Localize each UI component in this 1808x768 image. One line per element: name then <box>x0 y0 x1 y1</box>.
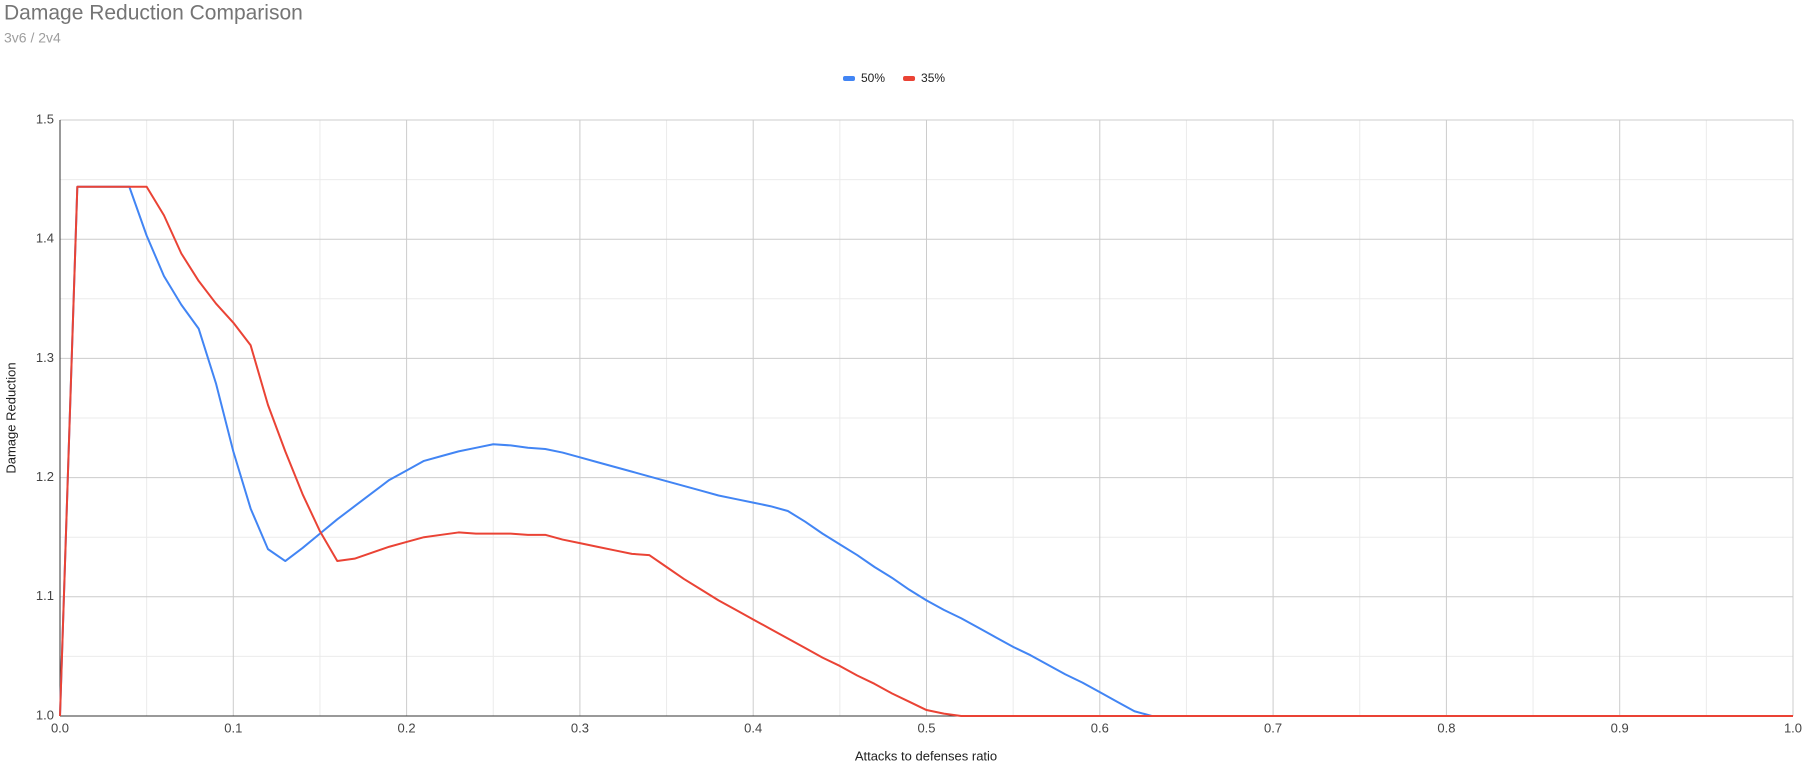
legend-swatch <box>843 76 855 81</box>
x-tick-label: 0.9 <box>1611 720 1629 735</box>
legend-label: 35% <box>921 71 945 85</box>
y-tick-label: 1.1 <box>36 588 54 603</box>
x-tick-label: 0.5 <box>917 720 935 735</box>
x-tick-label: 0.2 <box>398 720 416 735</box>
legend-swatch <box>903 76 916 81</box>
chart-subtitle: 3v6 / 2v4 <box>4 30 61 46</box>
y-tick-label: 1.3 <box>36 350 54 365</box>
series-line <box>59 185 1793 717</box>
x-tick-label: 0.6 <box>1091 720 1109 735</box>
x-tick-label: 0.4 <box>744 720 762 735</box>
legend-label: 50% <box>861 71 885 85</box>
y-tick-label: 1.2 <box>36 469 54 484</box>
x-tick-label: 1.0 <box>1784 720 1802 735</box>
y-tick-label: 1.5 <box>36 111 54 126</box>
x-axis-label: Attacks to defenses ratio <box>855 748 997 763</box>
x-tick-label: 0.1 <box>224 720 242 735</box>
y-tick-label: 1.0 <box>36 707 54 722</box>
x-tick-label: 0.0 <box>51 720 69 735</box>
y-axis-label: Damage Reduction <box>3 362 18 473</box>
x-tick-label: 0.7 <box>1264 720 1282 735</box>
y-tick-label: 1.4 <box>36 231 54 246</box>
x-tick-label: 0.8 <box>1437 720 1455 735</box>
chart-title: Damage Reduction Comparison <box>4 2 303 25</box>
x-tick-label: 0.3 <box>571 720 589 735</box>
